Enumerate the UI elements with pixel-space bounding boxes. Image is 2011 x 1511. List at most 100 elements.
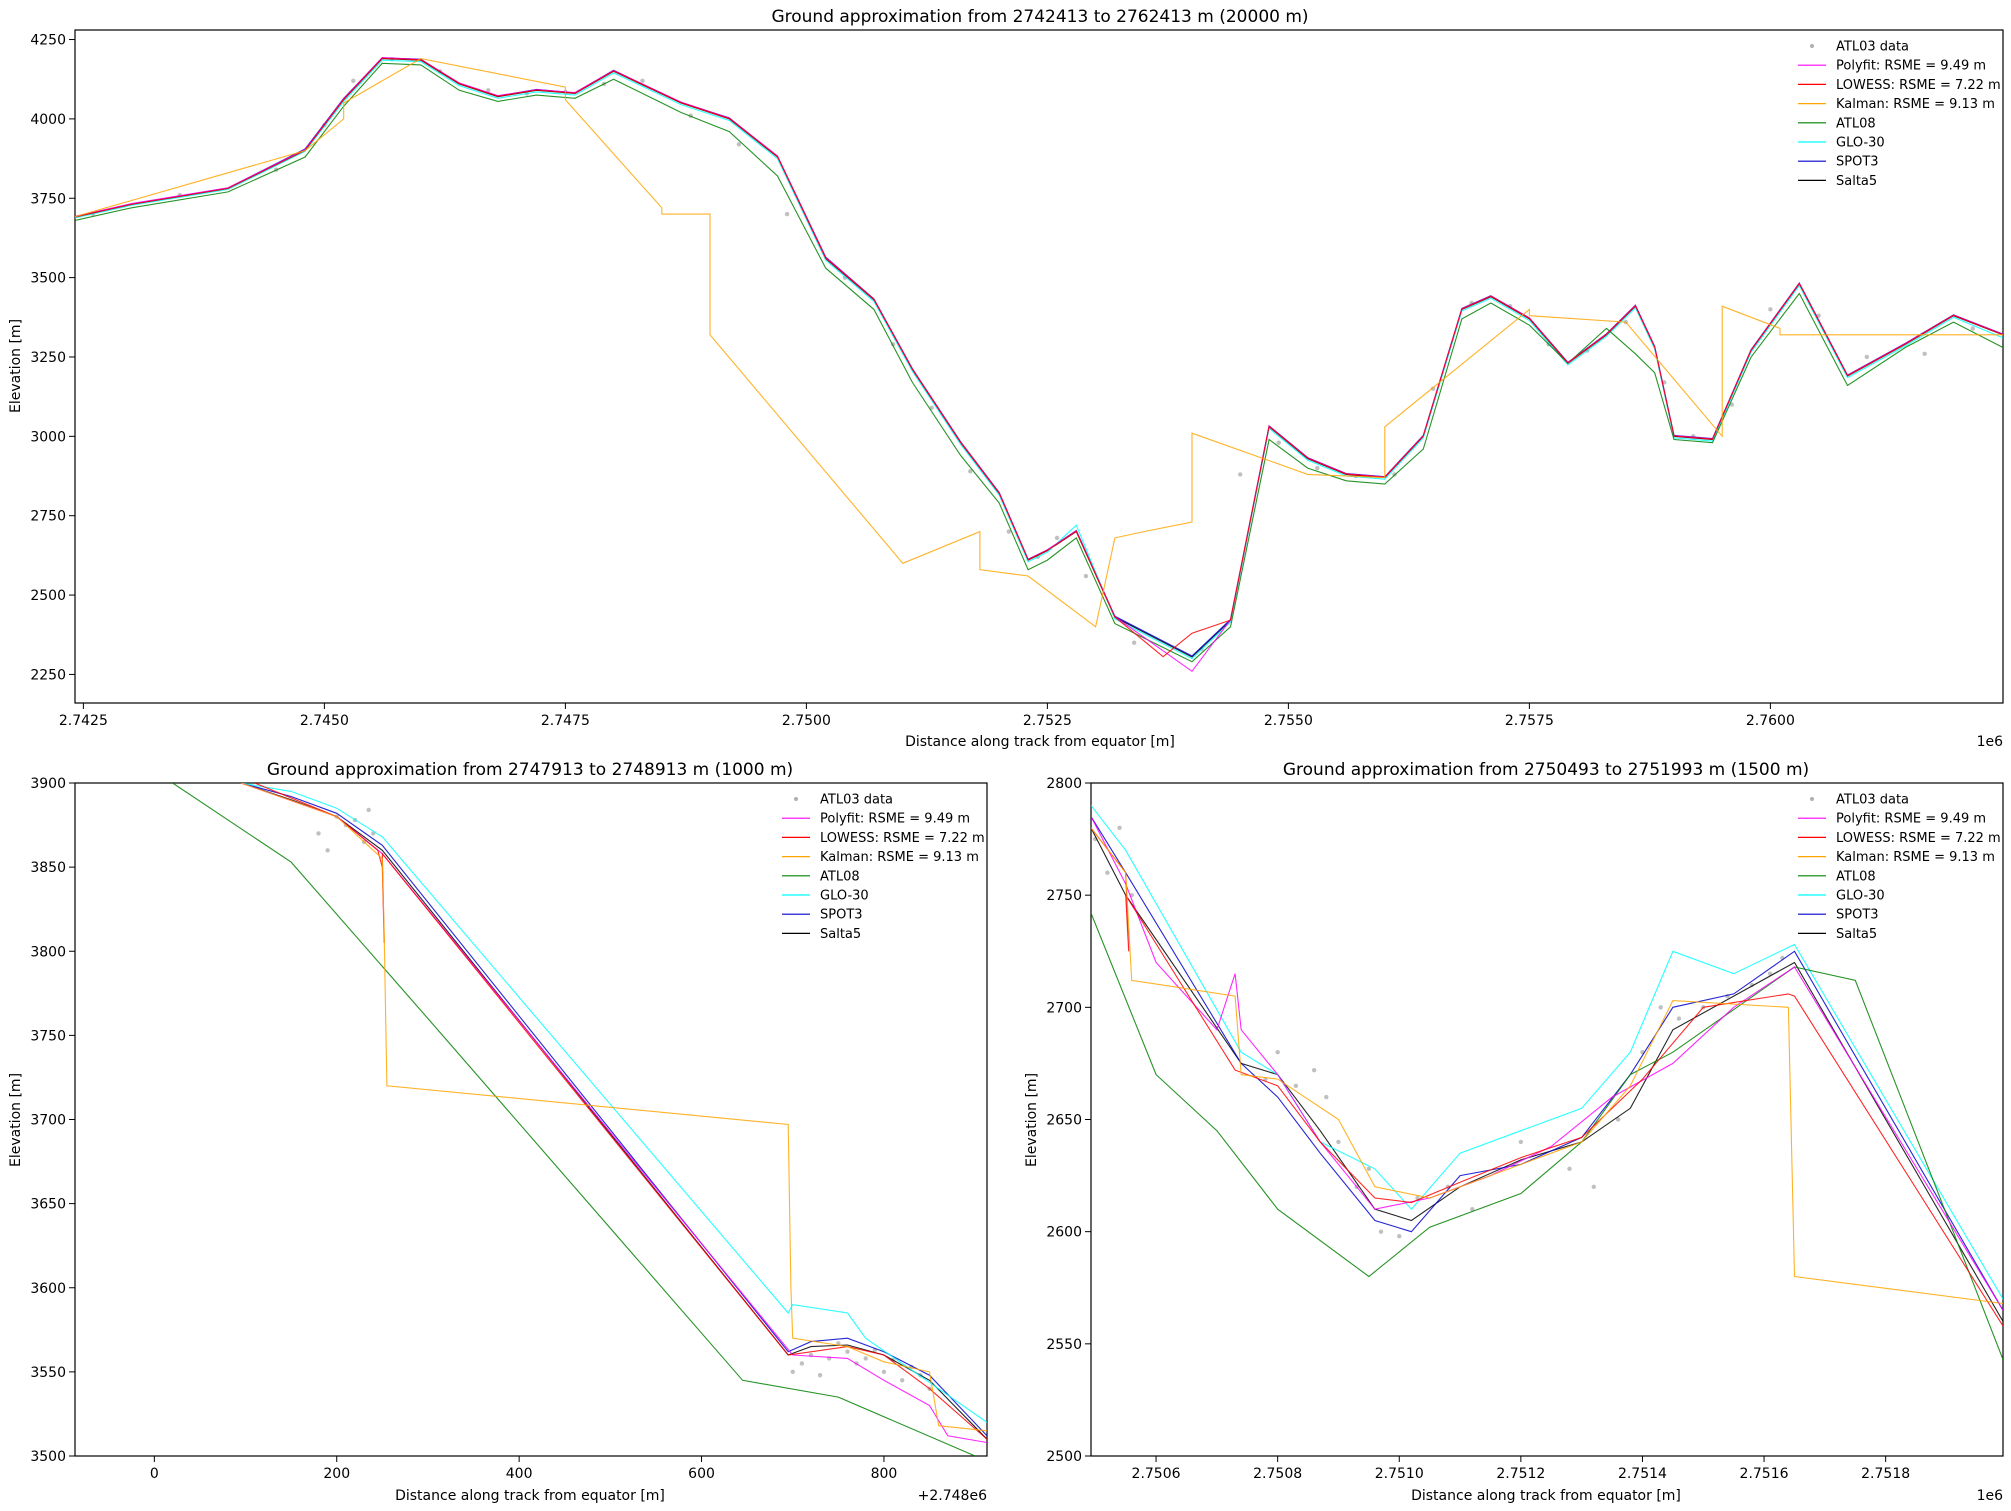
legend-label: Kalman: RSME = 9.13 m [1836, 850, 1995, 865]
atl03-point [1567, 1166, 1572, 1172]
chart-title: Ground approximation from 2747913 to 274… [267, 760, 793, 780]
atl03-point [1006, 529, 1012, 534]
legend: ATL03 data Polyfit: RSME = 9.49 m LOWESS: … [1798, 793, 2001, 942]
series-line-spot3 [240, 783, 987, 1437]
atl03-point [881, 1369, 887, 1375]
atl03-point [968, 469, 973, 474]
atl03-point [1397, 1233, 1402, 1239]
atl03-point [799, 1361, 805, 1366]
legend-label: ATL03 data [1836, 793, 1909, 808]
atl03-point [1676, 1016, 1682, 1021]
atl03-point [366, 807, 371, 813]
legend-label: Kalman: RSME = 9.13 m [820, 850, 979, 865]
series-line-polyfit [1091, 816, 2003, 1311]
series-line-spot3 [1091, 816, 2003, 1311]
atl03-point [640, 78, 645, 83]
y-tick-label: 4250 [30, 33, 66, 49]
atl03-point [1864, 354, 1869, 360]
legend: ATL03 data Polyfit: RSME = 9.49 m LOWESS: … [782, 793, 985, 942]
atl03-point [845, 1349, 850, 1354]
y-tick-label: 3800 [30, 944, 66, 960]
x-axis-label: Distance along track from equator [m] [905, 734, 1175, 750]
x-offset-label: 1e6 [1977, 1488, 2004, 1504]
x-tick-label: 400 [506, 1466, 533, 1482]
atl03-point [1518, 1139, 1524, 1145]
atl03-point [1366, 1166, 1372, 1172]
y-tick-label: 3850 [30, 860, 66, 876]
axes: 2.7425 2.7450 2.7475 2.7500 2.7525 2.7550 2.75… [30, 33, 1795, 729]
legend-label: Salta5 [1836, 174, 1877, 189]
x-tick-label: 2.7600 [1746, 713, 1795, 729]
x-axis-label: Distance along track from equator [m] [395, 1488, 665, 1504]
atl03-point [1470, 1207, 1475, 1212]
y-tick-label: 4000 [30, 112, 66, 128]
atl03-point [1276, 440, 1281, 445]
chart-panel-zoom-1000m: Ground approximation from 2747913 to 274… [8, 760, 988, 1504]
series-line-glo-30 [240, 783, 987, 1423]
legend-label: ATL08 [1836, 116, 1876, 131]
legend-label: ATL08 [820, 869, 860, 884]
series-line-glo-30 [1091, 805, 2003, 1300]
x-tick-label: 2.7508 [1253, 1466, 1302, 1482]
x-tick-label: 600 [688, 1466, 715, 1482]
legend-label: Polyfit: RSME = 9.49 m [1836, 812, 1986, 827]
axes: 0 200 400 600 800 3500 3550 3600 3650 3700 3750 380… [30, 776, 897, 1482]
chart-title: Ground approximation from 2750493 to 275… [1283, 760, 1809, 780]
atl03-point [351, 78, 356, 83]
legend-marker [1810, 797, 1814, 801]
atl03-point [1615, 1117, 1621, 1122]
atl03-point [899, 1378, 905, 1383]
atl03-point [1591, 1184, 1597, 1190]
legend-label: LOWESS: RSME = 7.22 m [820, 831, 985, 846]
y-tick-label: 3500 [30, 1449, 66, 1465]
x-tick-label: 2.7550 [1264, 713, 1313, 729]
legend-marker [794, 797, 798, 801]
x-tick-label: 200 [323, 1466, 350, 1482]
legend: ATL03 data Polyfit: RSME = 9.49 m LOWESS: … [1798, 40, 2001, 189]
legend-marker [1810, 44, 1814, 48]
y-tick-label: 2750 [30, 509, 66, 525]
legend-label: SPOT3 [1836, 908, 1879, 923]
y-tick-label: 3500 [30, 271, 66, 287]
atl03-point [325, 848, 330, 853]
atl03-point [1105, 870, 1110, 875]
atl03-point [736, 142, 742, 147]
y-tick-label: 3750 [30, 191, 66, 207]
atl03-point [1658, 1005, 1663, 1010]
x-tick-label: 2.7500 [782, 713, 831, 729]
atl03-point [1336, 1139, 1341, 1145]
y-tick-label: 3750 [30, 1028, 66, 1044]
x-tick-label: 2.7512 [1496, 1466, 1545, 1482]
atl03-point [1768, 307, 1773, 312]
atl03-point [836, 1341, 841, 1346]
legend-label: Polyfit: RSME = 9.49 m [1836, 59, 1986, 74]
atl03-point [784, 211, 790, 217]
atl03-point [1131, 640, 1137, 645]
plot-marks [75, 57, 2003, 673]
atl03-point [929, 405, 934, 410]
y-tick-label: 2750 [1046, 888, 1082, 904]
legend-label: LOWESS: RSME = 7.22 m [1836, 78, 2001, 93]
x-offset-label: 1e6 [1977, 734, 2004, 750]
x-tick-label: 2.7516 [1740, 1466, 1789, 1482]
x-tick-label: 2.7518 [1861, 1466, 1910, 1482]
atl03-point [1315, 465, 1320, 471]
legend-label: Salta5 [1836, 927, 1877, 942]
axes: 2.7506 2.7508 2.7510 2.7512 2.7514 2.7516 2.75… [1046, 776, 1910, 1482]
atl03-point [1324, 1094, 1329, 1100]
atl03-point [316, 831, 321, 836]
y-tick-label: 3000 [30, 429, 66, 445]
atl03-point [790, 1369, 795, 1375]
series-line-kalman [240, 783, 987, 1432]
atl03-point [1970, 326, 1976, 331]
plot-area-frame [74, 29, 2004, 704]
chart-panel-zoom-1500m: Ground approximation from 2750493 to 275… [1024, 760, 2004, 1504]
y-axis-label: Elevation [m] [8, 1073, 24, 1167]
y-tick-label: 2600 [1046, 1225, 1082, 1241]
atl03-point [817, 1373, 823, 1378]
y-tick-label: 3700 [30, 1113, 66, 1129]
legend-label: SPOT3 [1836, 155, 1879, 170]
series-line-atl08 [172, 783, 976, 1456]
atl03-point [1054, 535, 1060, 541]
